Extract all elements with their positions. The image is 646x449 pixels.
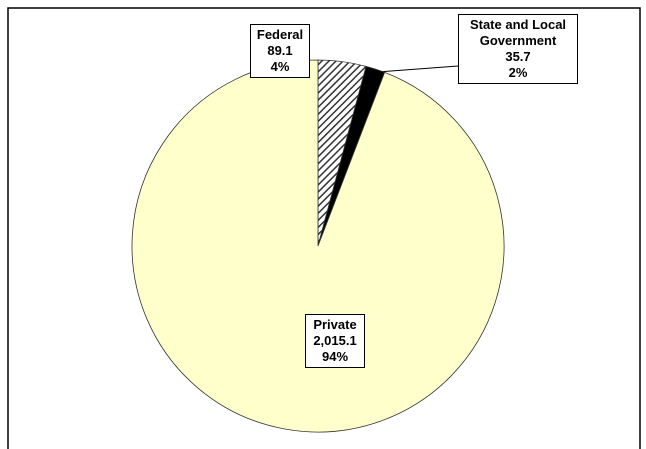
data-label: State and Local Government 35.7 2% bbox=[458, 14, 578, 84]
label-line: 4% bbox=[270, 59, 290, 74]
frame bbox=[7, 7, 641, 449]
leader-line bbox=[377, 65, 459, 73]
pie-slice bbox=[131, 59, 505, 433]
label-line: 2% bbox=[508, 65, 528, 80]
label-line: Federal bbox=[256, 27, 304, 42]
data-label: Private 2,015.1 94% bbox=[305, 314, 365, 368]
label-line: State and Local Government bbox=[469, 17, 567, 48]
label-line: 2,015.1 bbox=[313, 333, 357, 348]
label-line: 89.1 bbox=[267, 43, 293, 58]
label-line: Private bbox=[313, 317, 357, 332]
label-line: 94% bbox=[321, 349, 349, 364]
data-label: Federal 89.1 4% bbox=[250, 24, 310, 78]
label-line: 35.7 bbox=[505, 49, 531, 64]
